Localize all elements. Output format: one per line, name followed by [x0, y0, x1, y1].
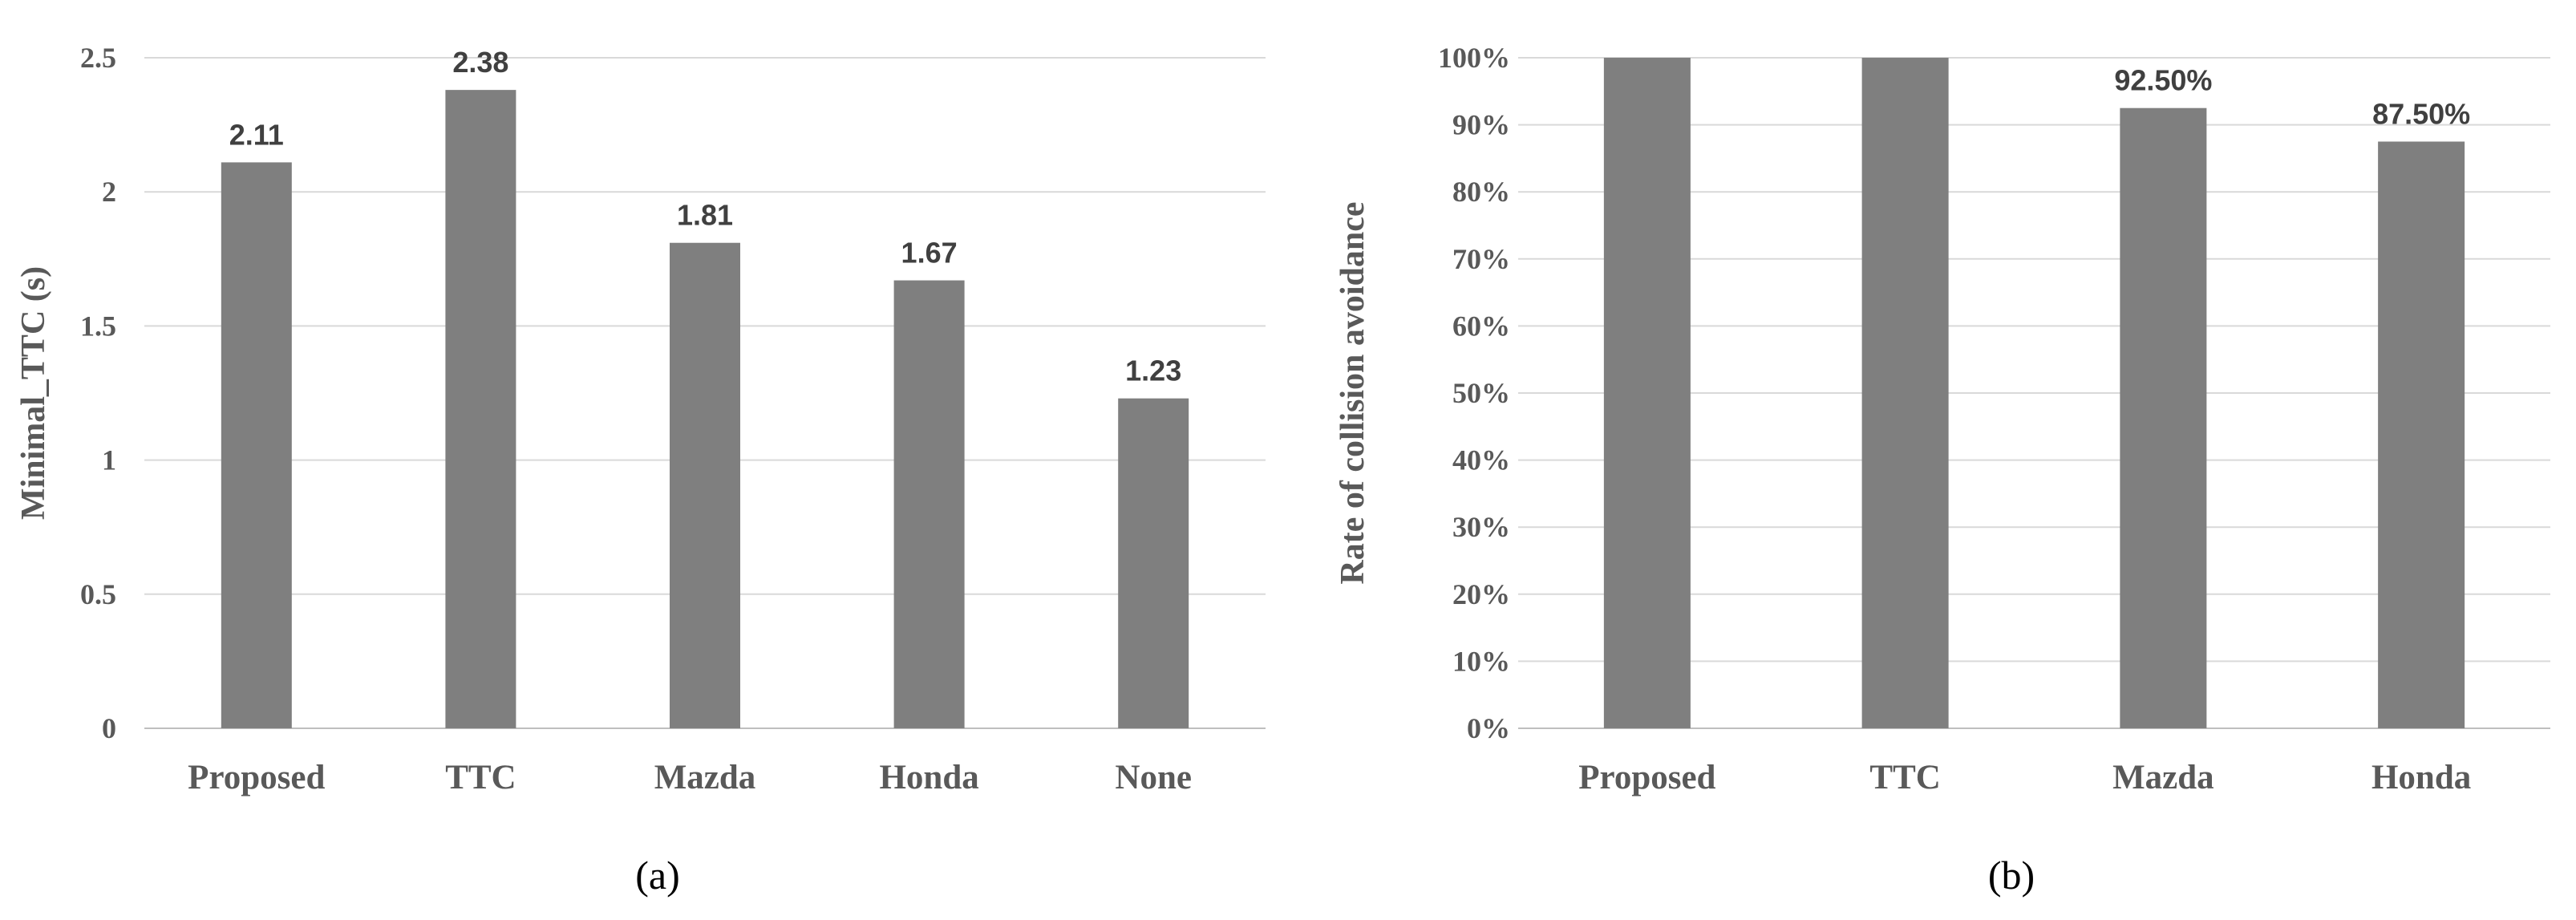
x-tick-label: TTC	[445, 759, 516, 796]
y-tick-label: 30%	[1452, 511, 1510, 543]
chart-caption: (a)	[635, 853, 680, 898]
x-tick-label: Proposed	[1578, 759, 1715, 796]
bar	[2378, 141, 2465, 728]
data-label: 92.50%	[2114, 64, 2212, 97]
x-tick-label: Mazda	[2112, 759, 2214, 796]
y-tick-label: 70%	[1452, 243, 1510, 275]
bar	[221, 162, 292, 728]
y-axis-title: Minimal_TTC (s)	[15, 266, 52, 520]
y-tick-label: 2	[102, 176, 116, 208]
y-tick-label: 10%	[1452, 645, 1510, 677]
data-label: 87.50%	[2372, 98, 2470, 131]
x-tick-label: None	[1115, 759, 1192, 796]
bar	[1603, 58, 1691, 728]
y-tick-label: 80%	[1452, 176, 1510, 208]
x-tick-label: TTC	[1869, 759, 1940, 796]
y-tick-label: 2.5	[80, 42, 116, 74]
x-tick-label: Mazda	[654, 759, 756, 796]
bar	[2120, 107, 2207, 728]
y-tick-label: 60%	[1452, 310, 1510, 342]
y-tick-label: 0	[102, 712, 116, 744]
bar	[1861, 58, 1949, 728]
y-tick-label: 90%	[1452, 109, 1510, 141]
data-label: 2.11	[229, 118, 284, 151]
data-label: 1.81	[677, 199, 733, 232]
y-tick-label: 1	[102, 444, 116, 476]
data-label: 1.23	[1125, 355, 1181, 387]
y-tick-label: 0%	[1467, 712, 1510, 744]
y-tick-label: 1.5	[80, 310, 116, 342]
bar	[893, 280, 965, 728]
x-tick-label: Honda	[2371, 759, 2471, 796]
y-tick-label: 40%	[1452, 444, 1510, 476]
bar	[670, 242, 740, 729]
x-tick-label: Proposed	[188, 759, 325, 796]
y-tick-label: 0.5	[80, 578, 116, 610]
data-label: 1.67	[901, 237, 958, 270]
x-tick-label: Honda	[879, 759, 978, 796]
y-axis-title: Rate of collision avoidance	[1335, 201, 1371, 584]
y-tick-label: 50%	[1452, 377, 1510, 409]
bar	[445, 90, 516, 729]
y-tick-label: 100%	[1438, 42, 1510, 74]
y-tick-label: 20%	[1452, 578, 1510, 610]
chart-a: 0 0.5 1 1.5 2 2.5 Minimal_TTC (s) 2.11 Proposed 2…	[15, 42, 1266, 898]
chart-caption: (b)	[1988, 853, 2035, 898]
bar	[1118, 398, 1189, 728]
chart-b: 0% 10% 20% 30% 40% 50% 60% 70% 80% 90% 100% Rate of…	[1335, 42, 2550, 898]
data-label: 2.38	[452, 46, 508, 79]
